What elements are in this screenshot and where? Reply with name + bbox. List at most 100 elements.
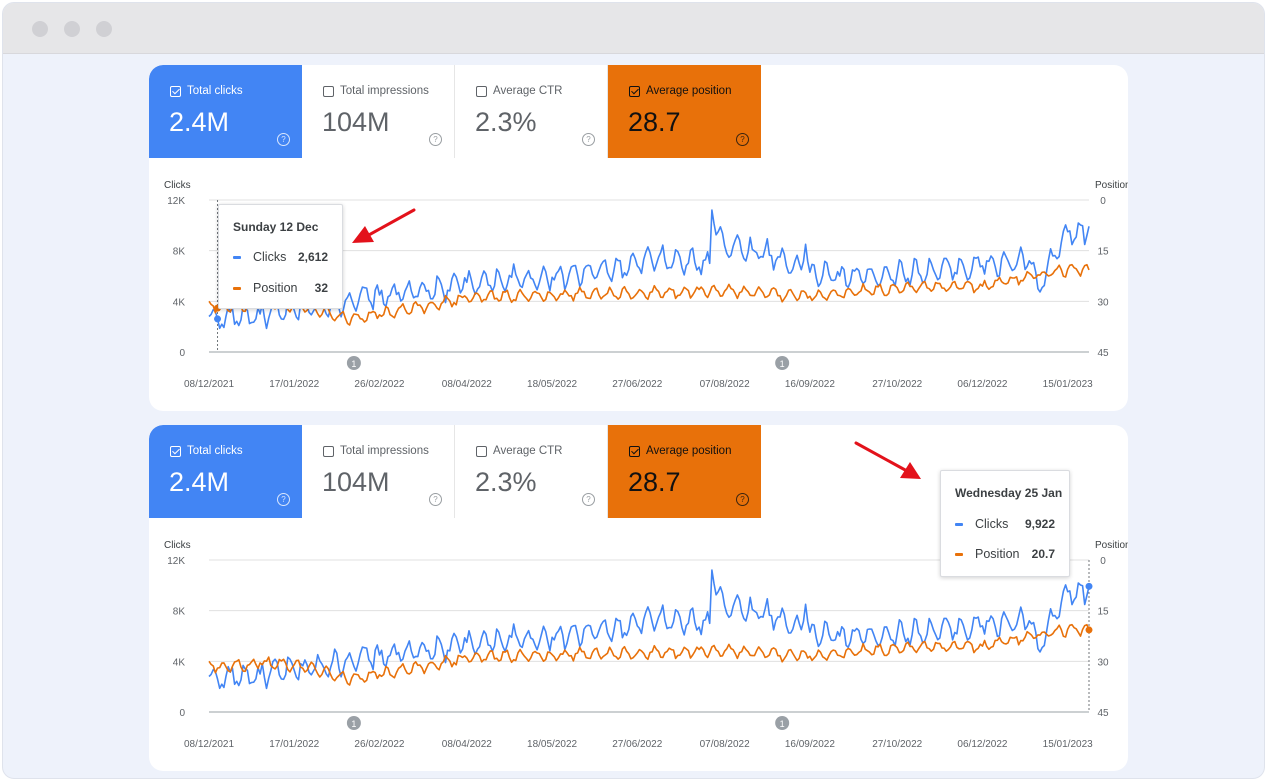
metric-label: Total clicks <box>187 85 243 97</box>
help-icon[interactable]: ? <box>582 133 595 146</box>
window-control-close[interactable] <box>32 21 48 37</box>
y-left-tick-label: 8K <box>173 607 186 618</box>
annotation-label: 1 <box>351 719 356 729</box>
annotation-marker <box>775 716 790 730</box>
window-control-maximize[interactable] <box>96 21 112 37</box>
metric-tile-average-ctr[interactable]: Average CTR 2.3% ? <box>455 65 608 158</box>
x-tick-label: 27/06/2022 <box>612 739 662 750</box>
metric-tile-average-position[interactable]: Average position 28.7 ? <box>608 425 761 518</box>
metric-value: 2.4M <box>169 467 230 497</box>
y-right-tick-label: 0 <box>1100 196 1106 207</box>
y-right-tick-label: 0 <box>1100 556 1106 567</box>
help-icon[interactable]: ? <box>277 493 290 506</box>
metric-label: Average position <box>646 445 732 457</box>
clicks-swatch <box>955 522 963 526</box>
tooltip-clicks-value: 2,612 <box>297 250 328 264</box>
metric-value: 2.4M <box>169 107 230 137</box>
y-right-tick-label: 30 <box>1097 657 1109 668</box>
checkbox-icon[interactable] <box>476 445 487 457</box>
tooltip-clicks-value: 9,922 <box>1024 517 1055 531</box>
metric-label: Average position <box>646 85 732 97</box>
metric-tile-total-impressions[interactable]: Total impressions 104M ? <box>302 425 455 518</box>
metric-label: Total clicks <box>187 445 243 457</box>
x-tick-label: 17/01/2022 <box>269 379 319 390</box>
performance-chart[interactable]: 12K 8K 4K 0 0 15 30 45 Clicks Position 08/12/2021 1… <box>149 165 1128 405</box>
metric-tile-average-ctr[interactable]: Average CTR 2.3% ? <box>455 425 608 518</box>
help-icon[interactable]: ? <box>429 133 442 146</box>
help-icon[interactable]: ? <box>736 493 749 506</box>
tooltip-clicks-label: Clicks <box>975 517 1009 531</box>
chart-tooltip: Wednesday 25 Jan Clicks 9,922 Position 20.… <box>940 470 1070 577</box>
x-tick-label: 08/04/2022 <box>442 739 492 750</box>
x-tick-label: 08/12/2021 <box>184 739 234 750</box>
y-right-tick-label: 45 <box>1097 708 1109 719</box>
performance-chart[interactable]: 12K 8K 4K 0 0 15 30 45 Clicks Position 08/12/2021 1… <box>149 525 1128 765</box>
y-left-tick-label: 0 <box>179 708 185 719</box>
help-icon[interactable]: ? <box>736 133 749 146</box>
metric-tile-total-clicks[interactable]: Total clicks 2.4M ? <box>149 425 302 518</box>
y-right-axis-label: Position <box>1095 180 1128 191</box>
y-left-tick-label: 12K <box>167 196 185 207</box>
annotation-marker <box>346 716 361 730</box>
position-swatch <box>955 552 963 556</box>
performance-panel-1: Total clicks 2.4M ? Total impressions 10… <box>149 65 1128 411</box>
tooltip-position-label: Position <box>253 281 298 295</box>
x-tick-label: 26/02/2022 <box>354 739 404 750</box>
metric-tile-total-impressions[interactable]: Total impressions 104M ? <box>302 65 455 158</box>
metric-label: Average CTR <box>493 445 563 457</box>
y-right-tick-label: 15 <box>1097 607 1109 618</box>
title-bar <box>3 3 1264 54</box>
checkbox-icon[interactable] <box>170 85 181 97</box>
checkbox-icon[interactable] <box>476 85 487 97</box>
checkbox-icon[interactable] <box>629 445 640 457</box>
x-tick-label: 17/01/2022 <box>269 739 319 750</box>
x-tick-label: 06/12/2022 <box>957 739 1007 750</box>
x-tick-label: 08/12/2021 <box>184 379 234 390</box>
metric-tile-average-position[interactable]: Average position 28.7 ? <box>608 65 761 158</box>
x-tick-label: 07/08/2022 <box>700 379 750 390</box>
metric-tile-total-clicks[interactable]: Total clicks 2.4M ? <box>149 65 302 158</box>
metric-label: Average CTR <box>493 85 563 97</box>
x-tick-label: 27/06/2022 <box>612 379 662 390</box>
hover-point-clicks <box>214 315 222 323</box>
x-tick-label: 18/05/2022 <box>527 739 577 750</box>
y-left-tick-label: 4K <box>173 657 186 668</box>
x-tick-label: 07/08/2022 <box>700 739 750 750</box>
annotation-marker <box>346 356 361 370</box>
checkbox-icon[interactable] <box>323 85 334 97</box>
position-swatch <box>233 286 241 290</box>
chart-tooltip: Sunday 12 Dec Clicks 2,612 Position 32 <box>218 204 343 309</box>
x-tick-label: 16/09/2022 <box>785 739 835 750</box>
y-right-axis-label: Position <box>1095 540 1128 551</box>
metric-label: Total impressions <box>340 445 429 457</box>
metric-value: 2.3% <box>475 467 537 497</box>
series-line-position <box>208 623 1090 686</box>
checkbox-icon[interactable] <box>170 445 181 457</box>
tooltip-date: Sunday 12 Dec <box>233 220 319 234</box>
series-line-clicks <box>208 569 1090 690</box>
arrow-icon <box>854 441 921 479</box>
checkbox-icon[interactable] <box>629 85 640 97</box>
clicks-swatch <box>233 255 241 259</box>
x-tick-label: 26/02/2022 <box>354 379 404 390</box>
tooltip-position-label: Position <box>975 547 1020 561</box>
x-tick-label: 15/01/2023 <box>1043 739 1093 750</box>
annotation-marker <box>775 356 790 370</box>
hover-point-position <box>1085 626 1093 634</box>
x-tick-label: 16/09/2022 <box>785 379 835 390</box>
performance-panel-2: Total clicks 2.4M ? Total impressions 10… <box>149 425 1128 771</box>
x-tick-label: 27/10/2022 <box>872 739 922 750</box>
y-left-tick-label: 12K <box>167 556 185 567</box>
help-icon[interactable]: ? <box>277 133 290 146</box>
checkbox-icon[interactable] <box>323 445 334 457</box>
tooltip-position-value: 20.7 <box>1031 547 1055 561</box>
tooltip-clicks-label: Clicks <box>253 250 287 264</box>
series-line-clicks <box>208 209 1090 330</box>
annotation-label: 1 <box>351 359 356 369</box>
help-icon[interactable]: ? <box>582 493 595 506</box>
y-left-axis-label: Clicks <box>164 180 191 191</box>
help-icon[interactable]: ? <box>429 493 442 506</box>
window-control-minimize[interactable] <box>64 21 80 37</box>
tooltip-position-value: 32 <box>314 281 328 295</box>
